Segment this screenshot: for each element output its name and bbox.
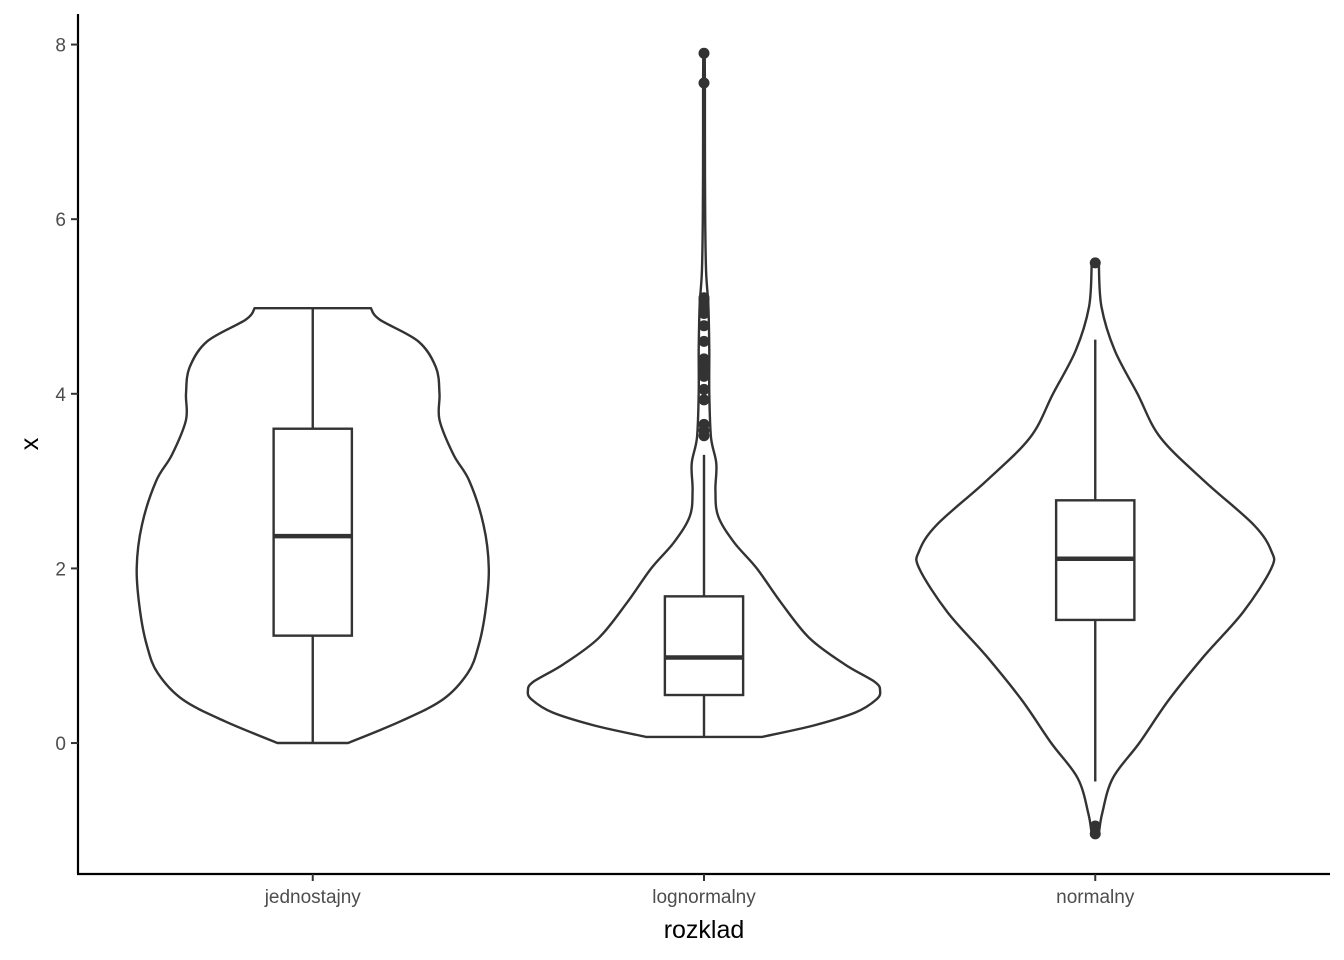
- y-tick-label: 0: [55, 734, 66, 755]
- outlier-point: [1089, 820, 1101, 832]
- outlier-point: [1089, 257, 1101, 269]
- y-tick-label: 6: [55, 210, 66, 231]
- x-tick-label: jednostajny: [264, 887, 362, 908]
- outlier-point: [698, 292, 710, 304]
- outlier-point: [698, 383, 710, 395]
- y-axis-title: x: [16, 437, 44, 450]
- x-tick-label: normalny: [1056, 887, 1135, 908]
- box-iqr: [663, 595, 745, 697]
- x-axis-ticks: jednostajny lognormalny normalny: [264, 874, 1135, 908]
- outlier-point: [698, 47, 710, 59]
- outlier-point: [698, 335, 710, 347]
- outlier-point: [698, 77, 710, 89]
- outlier-point: [698, 418, 710, 430]
- outlier-point: [698, 353, 710, 365]
- x-tick-label: lognormalny: [652, 887, 756, 908]
- outlier-point: [698, 320, 710, 332]
- violin-group-normalny: [915, 257, 1276, 840]
- y-tick-label: 8: [55, 36, 66, 57]
- y-axis-ticks: 0 2 4 6 8: [55, 36, 78, 755]
- outlier-point: [1089, 828, 1101, 840]
- outlier-point: [698, 394, 710, 406]
- violin-group-lognormalny: [526, 47, 882, 739]
- plot-area: [135, 47, 1276, 840]
- box-iqr: [272, 427, 354, 637]
- y-tick-label: 4: [55, 385, 66, 406]
- x-axis-title: rozklad: [664, 916, 745, 944]
- violin-group-jednostajny: [135, 307, 491, 745]
- y-tick-label: 2: [55, 559, 66, 580]
